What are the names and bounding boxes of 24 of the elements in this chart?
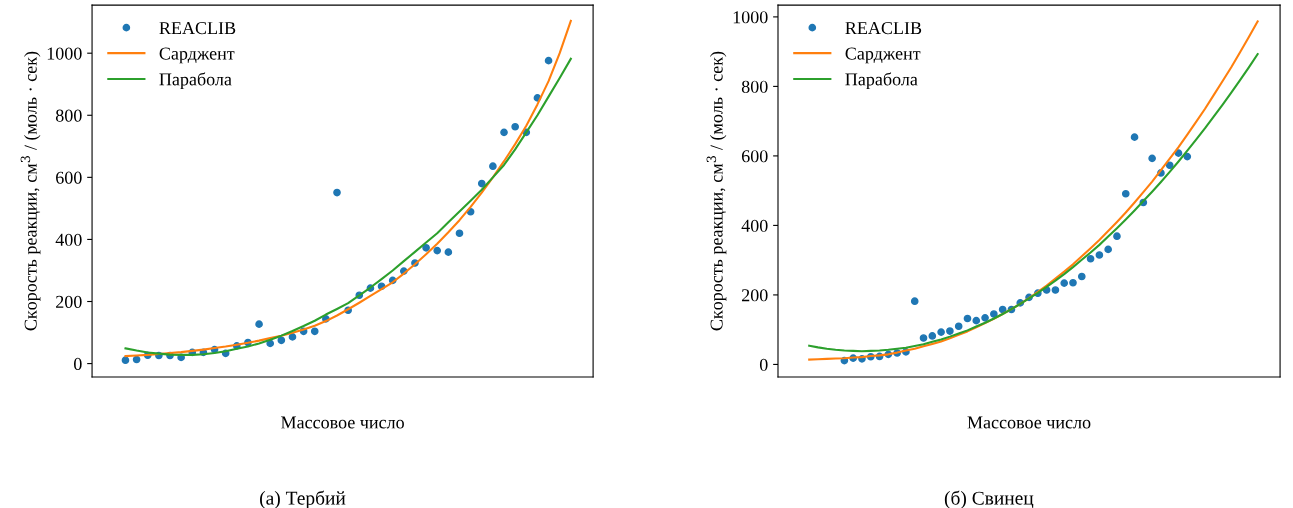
text: (а) Тербий [260,490,346,508]
y-tick-label: 200 [741,289,768,302]
x-axis-title: Массовое число [967,416,1091,429]
y-tick-label: 0 [74,357,82,371]
y-axis-title: Скорость реакции, см$^{3}$ / (моль · сек) [706,51,727,331]
y-tick-label: 0 [759,358,768,371]
legend-label: Парабола [159,72,232,90]
legend-label: REACLIB [845,22,922,35]
y-tick-label: 600 [56,171,82,184]
y-axis-title: Скорость реакции, см$^{3}$ / (моль · сек) [20,51,41,331]
legend-label: Сарджент [159,47,235,64]
legend-label: Сарджент [845,47,921,64]
y-tick-label: 200 [56,295,82,308]
y-tick-label: 400 [741,219,768,232]
y-tick-label: 400 [55,233,82,246]
y-tick-label: 600 [741,150,768,163]
legend-label: REACLIB [159,22,236,35]
y-tick-label: 1000 [733,11,768,24]
y-tick-label: 800 [55,109,82,122]
x-axis-title: Массовое число [281,416,404,429]
y-tick-label: 800 [741,80,768,93]
legend-label: Парабола [845,72,918,90]
y-tick-label: 1000 [47,47,82,60]
text: (б) Свинец [944,490,1034,508]
